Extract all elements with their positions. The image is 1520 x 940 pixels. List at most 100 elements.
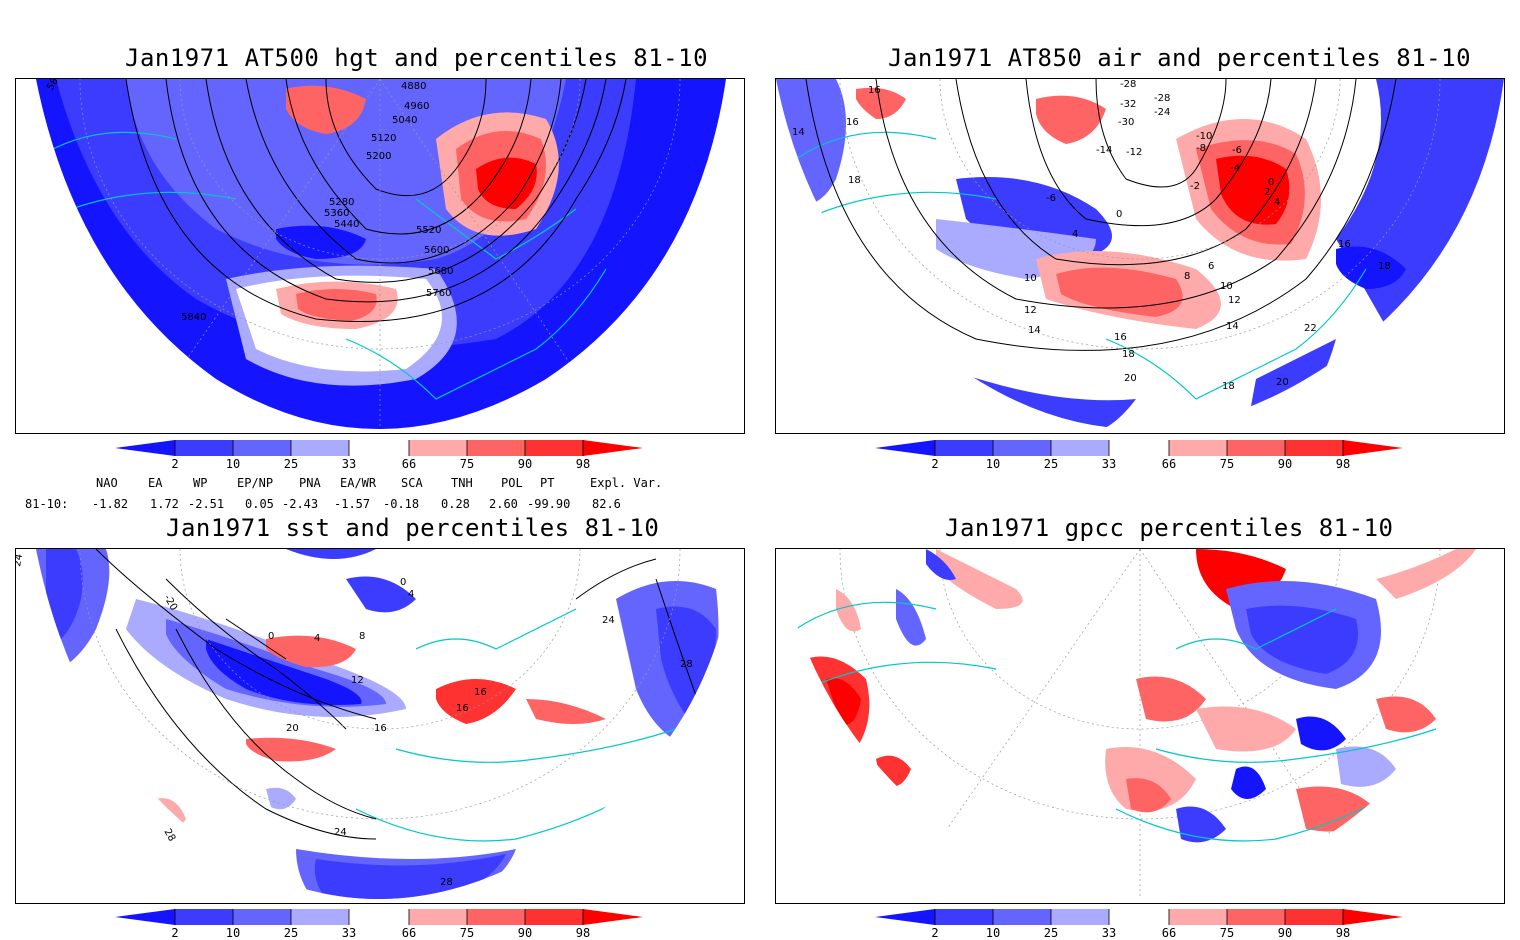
colorbar-sst: 2 10 25 33 66 75 90 98: [115, 909, 645, 940]
contour-label: 16: [868, 85, 881, 96]
panel-title-gpcc: Jan1971 gpcc percentiles 81-10: [945, 514, 1394, 542]
contour-label: 18: [848, 175, 861, 186]
index-value: -2.51: [188, 497, 225, 511]
index-value: -99.90: [527, 497, 571, 511]
colorbar-segment: [875, 909, 935, 925]
index-value: -0.18: [383, 497, 420, 511]
colorbar-hgt500: 2 10 25 33 66 75 90 98: [115, 440, 645, 471]
contour-label: 18: [1222, 381, 1235, 392]
index-header: PT: [540, 476, 555, 490]
colorbar-segment: [935, 909, 993, 925]
panel-title-sst: Jan1971 sst and percentiles 81-10: [166, 514, 660, 542]
contour-label: -28: [1120, 79, 1136, 90]
colorbar-segment: [1051, 909, 1109, 925]
index-value: 0.05: [245, 497, 274, 511]
contour-label: 22: [1304, 323, 1317, 334]
contour-label: -10: [1196, 131, 1212, 142]
contour-label: -32: [1120, 99, 1136, 110]
colorbar-label: 2: [171, 457, 179, 471]
contour-label: 28: [440, 877, 453, 888]
colorbar-air850: 2 10 25 33 66 75 90 98: [875, 440, 1405, 471]
colorbar-segment: [1227, 909, 1285, 925]
colorbar-label: 98: [575, 457, 591, 471]
contour-label: 5040: [392, 115, 417, 126]
contour-label: -8: [1196, 143, 1206, 154]
colorbar-gpcc: 2 10 25 33 66 75 90 98: [875, 909, 1405, 940]
contour-label: 5440: [334, 219, 359, 230]
index-value: 82.6: [592, 497, 621, 511]
contour-label: 18: [1122, 349, 1135, 360]
index-header: EP/NP: [237, 476, 274, 490]
contour-label: 4: [314, 633, 320, 644]
colorbar-label: 25: [1043, 926, 1059, 940]
contour-label: 0: [1116, 209, 1122, 220]
contour-label: -4: [1230, 163, 1240, 174]
colorbar-segment: [175, 440, 233, 456]
colorbar-label: 10: [225, 457, 241, 471]
colorbar-label: 2: [931, 457, 939, 471]
contour-label: 2: [1264, 187, 1270, 198]
contour-label: -24: [1154, 107, 1170, 118]
contour-label: 5760: [426, 288, 451, 299]
colorbar-segment: [467, 440, 525, 456]
index-row-label: 81-10:: [25, 497, 69, 511]
contour-label: 5600: [424, 245, 449, 256]
index-value: -1.57: [334, 497, 371, 511]
colorbar-segment: [935, 440, 993, 456]
contour-label: 20: [1124, 373, 1137, 384]
colorbar-segment: [525, 909, 583, 925]
colorbar-label: 75: [459, 457, 475, 471]
contour-label: 24: [334, 827, 347, 838]
contour-label: 4: [1072, 229, 1078, 240]
contour-label: 4: [1274, 197, 1280, 208]
contour-label: 4880: [401, 81, 426, 92]
map-panel-sst: 24 -20 0 4 8 0 4 12 16 16 16 20 24 28 28…: [15, 548, 745, 904]
colorbar-segment: [1285, 909, 1343, 925]
colorbar-segment: [993, 440, 1051, 456]
contour-label: 12: [1228, 295, 1241, 306]
index-value: 1.72: [150, 497, 179, 511]
index-header: TNH: [451, 476, 473, 490]
colorbar-label: 90: [517, 926, 533, 940]
contour-label: 6: [1208, 261, 1214, 272]
colorbar-segment: [525, 440, 583, 456]
contour-label: 10: [1220, 281, 1233, 292]
index-header: PNA: [299, 476, 321, 490]
colorbar-segment: [1285, 440, 1343, 456]
colorbar-segment: [1109, 440, 1169, 456]
contour-label: 10: [1024, 273, 1037, 284]
colorbar-segment: [583, 440, 643, 456]
map-panel-gpcc: [775, 548, 1505, 904]
contour-label: 20: [1276, 377, 1289, 388]
colorbar-label: 90: [1277, 926, 1293, 940]
colorbar-segment: [1227, 440, 1285, 456]
contour-label: 5360: [324, 208, 349, 219]
colorbar-label: 98: [1335, 457, 1351, 471]
colorbar-segment: [175, 909, 233, 925]
colorbar-segment: [875, 440, 935, 456]
contour-label: 20: [286, 723, 299, 734]
index-value: -2.43: [282, 497, 319, 511]
colorbar-segment: [467, 909, 525, 925]
colorbar-label: 98: [1335, 926, 1351, 940]
colorbar-label: 75: [1219, 926, 1235, 940]
colorbar-label: 25: [283, 457, 299, 471]
index-header: EA: [148, 476, 163, 490]
colorbar-label: 25: [283, 926, 299, 940]
contour-label: 5120: [371, 133, 396, 144]
colorbar-label: 90: [1277, 457, 1293, 471]
contour-label: 5680: [428, 266, 453, 277]
panel-title-hgt500: Jan1971 AT500 hgt and percentiles 81-10: [125, 44, 709, 72]
contour-label: -28: [1154, 93, 1170, 104]
colorbar-label: 33: [1101, 457, 1117, 471]
contour-label: -12: [1126, 147, 1142, 158]
index-header: SCA: [401, 476, 423, 490]
colorbar-label: 33: [1101, 926, 1117, 940]
contour-label: 12: [351, 675, 364, 686]
colorbar-segment: [233, 909, 291, 925]
contour-label: 28: [680, 659, 693, 670]
contour-label: 4: [408, 589, 414, 600]
colorbar-label: 66: [401, 457, 417, 471]
index-value: 0.28: [441, 497, 470, 511]
colorbar-label: 90: [517, 457, 533, 471]
